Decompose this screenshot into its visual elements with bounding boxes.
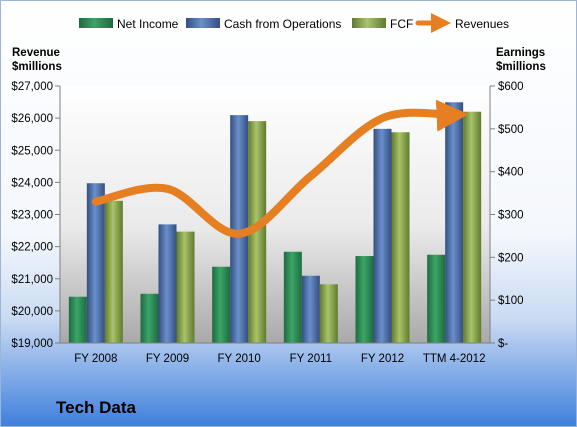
right-tick-label: $200 (498, 252, 524, 264)
legend-label-fcf: FCF (390, 17, 413, 31)
bar-cash-from-operations-fy-2011 (301, 275, 320, 343)
bar-fcf-fy-2011 (319, 284, 338, 343)
left-tick-label: $25,000 (11, 145, 53, 157)
right-tick-label: $600 (498, 81, 524, 93)
left-axis-title-line1: Revenue (12, 47, 60, 59)
legend-label-net-income: Net Income (117, 17, 179, 31)
bar-net-income-fy-2010 (212, 266, 231, 343)
ticks-layer: FY 2008 FY 2009 FY 2010 FY 2011 FY 2012 TTM 4… (11, 81, 523, 365)
bar-fcf-ttm-4-2012 (463, 111, 482, 343)
bar-cash-from-operations-fy-2012 (373, 128, 392, 343)
legend: Net Income Cash from Operations FCF Reve… (79, 13, 509, 33)
bar-net-income-fy-2009 (140, 293, 159, 343)
right-axis-title-line2: $millions (496, 61, 546, 73)
bar-fcf-fy-2012 (391, 132, 410, 343)
company-name: Tech Data (56, 398, 137, 417)
right-axis-title-line1: Earnings (496, 47, 545, 59)
revenue-line-layer (91, 99, 469, 238)
bar-cash-from-operations-ttm-4-2012 (445, 102, 464, 343)
right-tick-label: $100 (498, 295, 524, 307)
left-axis-title-line2: $millions (12, 61, 62, 73)
bar-net-income-fy-2008 (68, 296, 87, 343)
left-tick-label: $26,000 (11, 113, 53, 125)
left-tick-label: $27,000 (11, 81, 53, 93)
right-tick-label: $300 (498, 210, 524, 222)
x-tick-label-ttm-4-2012: TTM 4-2012 (423, 353, 486, 365)
bar-fcf-fy-2010 (248, 121, 267, 343)
bar-net-income-fy-2011 (283, 251, 302, 343)
bar-cash-from-operations-fy-2008 (86, 183, 105, 343)
x-tick-label-fy-2012: FY 2012 (361, 353, 404, 365)
x-tick-label-fy-2008: FY 2008 (74, 353, 117, 365)
right-tick-label: $500 (498, 124, 524, 136)
left-tick-label: $21,000 (11, 274, 53, 286)
legend-label-revenues: Revenues (455, 17, 509, 31)
left-tick-label: $22,000 (11, 242, 53, 254)
bar-net-income-ttm-4-2012 (427, 254, 446, 343)
legend-swatch-cash-from-operations (186, 18, 220, 28)
left-tick-label: $19,000 (11, 338, 53, 350)
bars-layer (68, 102, 482, 343)
left-tick-label: $24,000 (11, 177, 53, 189)
legend-label-cash-from-operations: Cash from Operations (224, 17, 341, 31)
left-tick-label: $20,000 (11, 306, 53, 318)
line-revenues (91, 99, 469, 238)
right-tick-label: $400 (498, 167, 524, 179)
bar-cash-from-operations-fy-2010 (230, 115, 249, 343)
x-tick-label-fy-2009: FY 2009 (146, 353, 189, 365)
legend-swatch-net-income (79, 18, 113, 28)
x-tick-label-fy-2011: FY 2011 (290, 353, 332, 365)
x-tick-label-fy-2010: FY 2010 (218, 353, 261, 365)
bar-fcf-fy-2009 (176, 231, 195, 343)
right-tick-label: $- (498, 338, 508, 350)
bar-fcf-fy-2008 (104, 200, 123, 343)
bar-cash-from-operations-fy-2009 (158, 224, 177, 343)
left-tick-label: $23,000 (11, 210, 53, 222)
legend-swatch-fcf (352, 18, 386, 28)
bar-net-income-fy-2012 (355, 256, 374, 343)
